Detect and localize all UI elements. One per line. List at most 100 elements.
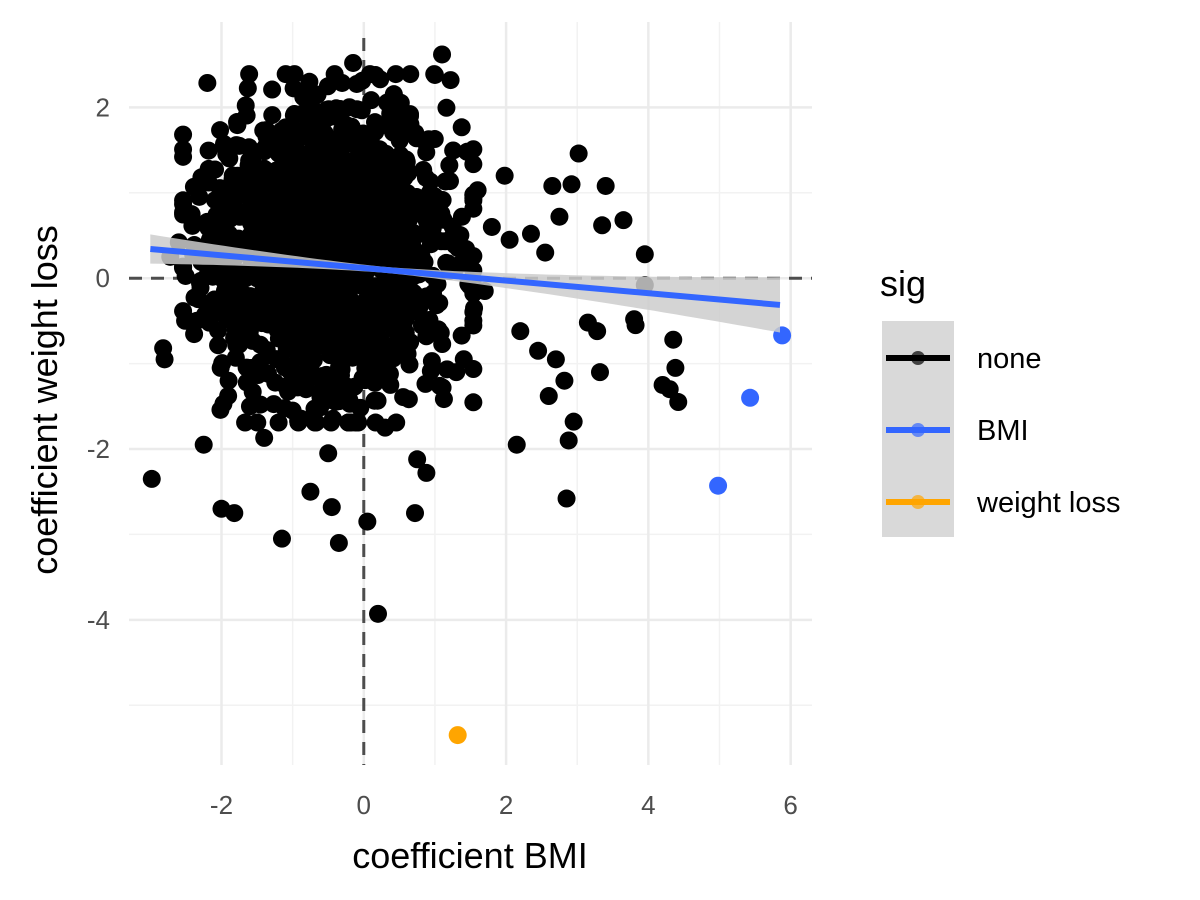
- data-point-none: [198, 73, 217, 92]
- data-point-none: [319, 444, 338, 463]
- data-point-bmi: [709, 476, 728, 495]
- data-point-none: [384, 229, 403, 248]
- data-point-none: [465, 299, 484, 318]
- data-point-none: [285, 104, 304, 123]
- data-point-none: [550, 207, 569, 226]
- data-point-none: [341, 290, 360, 309]
- legend: sig none BMI weight loss: [880, 263, 1120, 537]
- data-point-none: [362, 210, 381, 229]
- data-point-none: [199, 159, 218, 178]
- data-point-none: [507, 435, 526, 454]
- data-point-none: [521, 224, 540, 243]
- data-point-none: [304, 351, 323, 370]
- data-point-none: [368, 391, 387, 410]
- data-point-none: [457, 240, 476, 259]
- data-point-none: [344, 53, 363, 72]
- data-point-none: [401, 65, 420, 84]
- data-point-none: [380, 364, 399, 383]
- data-point-none: [317, 365, 336, 384]
- data-point-none: [593, 216, 612, 235]
- data-point-bmi: [741, 388, 760, 407]
- data-point-none: [301, 482, 320, 501]
- data-point-none: [283, 401, 302, 420]
- data-point-none: [397, 197, 416, 216]
- data-point-none: [288, 337, 307, 356]
- data-point-none: [457, 142, 476, 161]
- data-point-none: [452, 326, 471, 345]
- data-point-none: [346, 413, 365, 432]
- data-point-none: [557, 489, 576, 508]
- data-point-none: [430, 376, 449, 395]
- data-point-none: [348, 178, 367, 197]
- y-axis-ticks: 2 0 -2 -4: [87, 92, 110, 634]
- data-point-none: [260, 218, 279, 237]
- data-point-none: [440, 156, 459, 175]
- data-point-none: [278, 310, 297, 329]
- data-point-none: [258, 364, 277, 383]
- data-point-none: [222, 311, 241, 330]
- legend-key-point: [911, 423, 925, 437]
- data-point-none: [305, 413, 324, 432]
- data-point-none: [452, 118, 471, 137]
- y-tick-label: -4: [87, 605, 110, 635]
- data-point-none: [440, 172, 459, 191]
- data-point-none: [288, 186, 307, 205]
- data-point-none: [385, 210, 404, 229]
- data-point-none: [271, 177, 290, 196]
- data-point-none: [292, 373, 311, 392]
- regression-line-layer: [150, 246, 781, 308]
- data-point-none: [281, 234, 300, 253]
- data-point-none: [199, 141, 218, 160]
- data-point-none: [279, 382, 298, 401]
- data-point-none: [555, 371, 574, 390]
- data-point-none: [406, 504, 425, 523]
- data-point-none: [154, 339, 173, 358]
- data-point-none: [225, 504, 244, 523]
- data-point-none: [417, 327, 436, 346]
- data-point-none: [327, 323, 346, 342]
- data-point-none: [316, 306, 335, 325]
- data-point-none: [220, 225, 239, 244]
- data-point-none: [424, 284, 443, 303]
- data-point-none: [559, 431, 578, 450]
- data-point-none: [408, 450, 427, 469]
- data-point-none: [414, 204, 433, 223]
- data-point-none: [257, 300, 276, 319]
- data-point-none: [393, 182, 412, 201]
- data-point-none: [205, 290, 224, 309]
- data-point-none: [441, 71, 460, 90]
- data-point-none: [182, 205, 201, 224]
- data-point-none: [376, 418, 395, 437]
- data-point-none: [230, 136, 249, 155]
- y-tick-label: 0: [96, 263, 110, 293]
- x-tick-label: 6: [783, 790, 797, 820]
- data-point-none: [340, 98, 359, 117]
- data-point-none: [299, 308, 318, 327]
- data-point-none: [228, 172, 247, 191]
- data-point-none: [323, 409, 342, 428]
- y-tick-label: 2: [96, 92, 110, 122]
- y-axis-title: coefficient weight loss: [24, 225, 65, 575]
- data-point-none: [255, 428, 274, 447]
- data-point-none: [254, 140, 273, 159]
- data-point-none: [360, 65, 379, 84]
- data-point-none: [368, 277, 387, 296]
- data-point-none: [546, 350, 565, 369]
- data-point-none: [374, 157, 393, 176]
- data-point-none: [452, 207, 471, 226]
- data-point-none: [339, 378, 358, 397]
- data-point-none: [308, 85, 327, 104]
- data-point-none: [187, 311, 206, 330]
- data-point-none: [285, 275, 304, 294]
- data-point-none: [358, 512, 377, 531]
- data-point-none: [475, 282, 494, 301]
- data-point-none: [305, 399, 324, 418]
- data-point-none: [362, 91, 381, 110]
- data-point-none: [626, 316, 645, 335]
- data-point-none: [386, 65, 405, 84]
- data-point-none: [323, 203, 342, 222]
- data-point-none: [313, 170, 332, 189]
- data-point-none: [415, 253, 434, 272]
- data-point-none: [664, 330, 683, 349]
